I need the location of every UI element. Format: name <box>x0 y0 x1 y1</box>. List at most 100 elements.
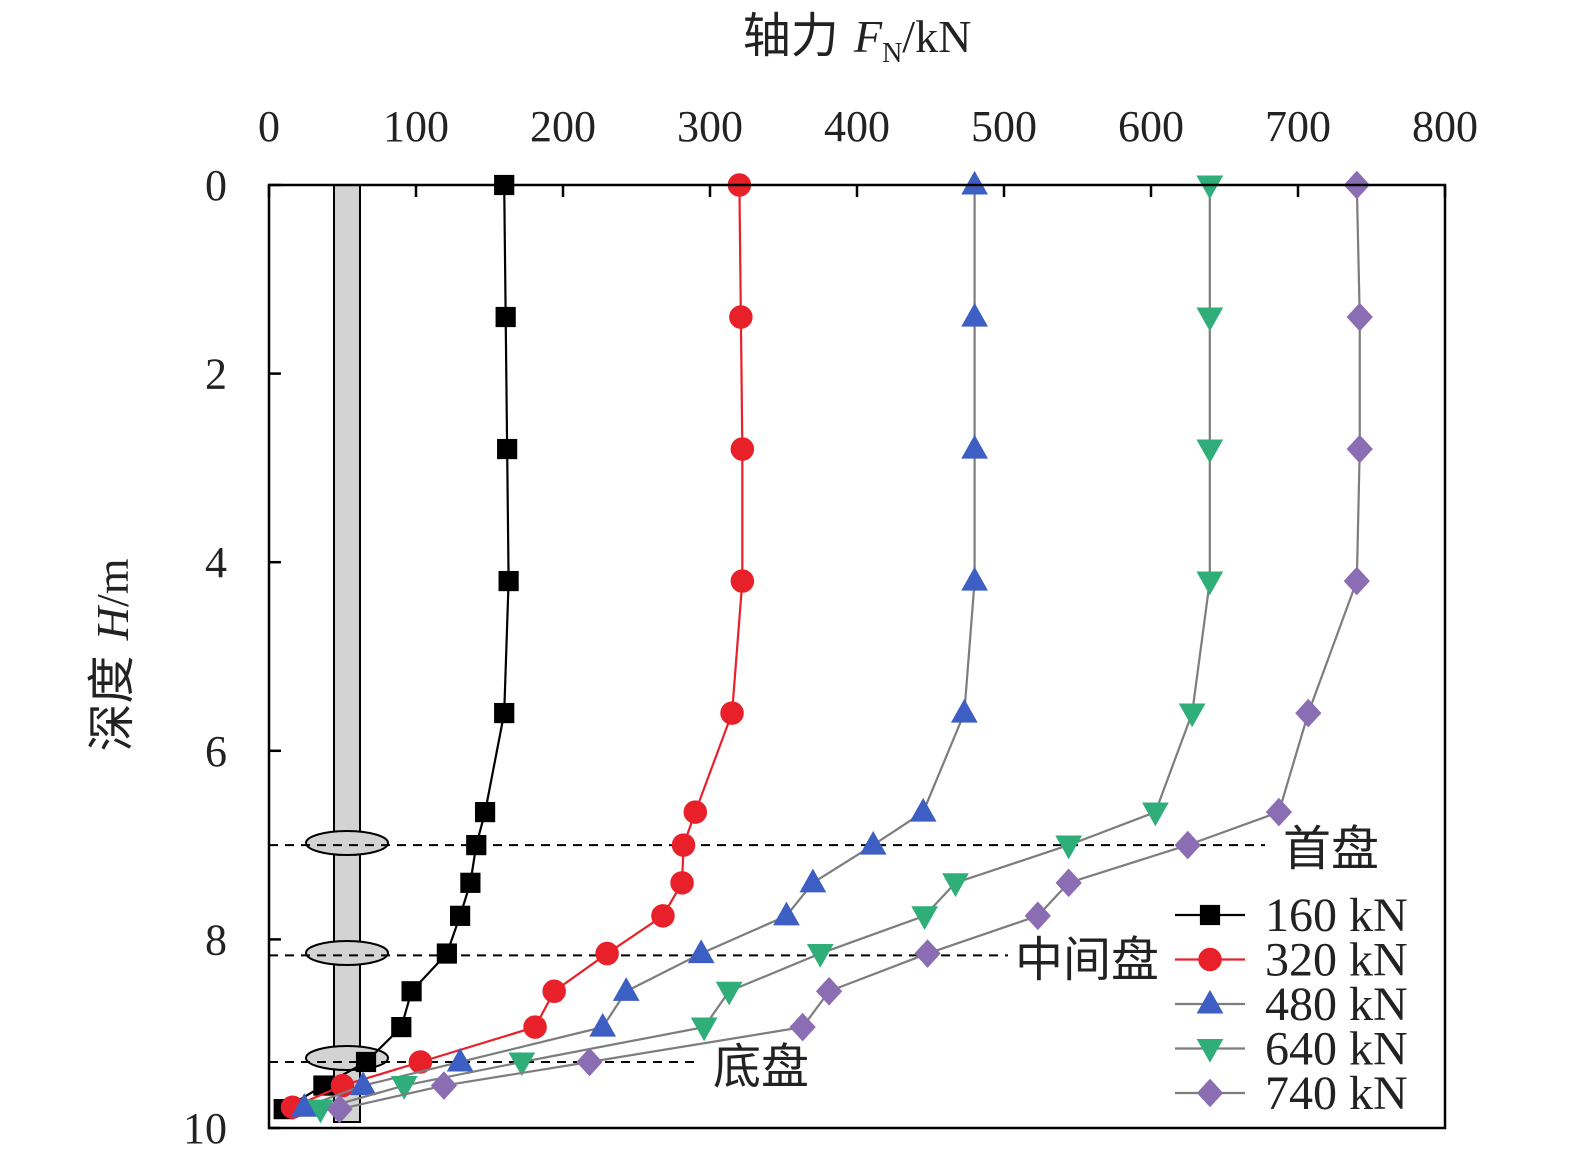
y-tick-label: 2 <box>205 350 227 399</box>
data-point <box>730 569 755 593</box>
data-point <box>815 976 843 1006</box>
y-tick-label: 8 <box>205 915 227 964</box>
x-axis-title-sub: N <box>882 38 902 69</box>
legend-label: 320 kN <box>1265 934 1408 987</box>
data-point <box>720 701 744 725</box>
x-tick-label: 600 <box>1118 102 1184 151</box>
data-point <box>687 939 715 964</box>
data-point <box>773 901 800 926</box>
data-point <box>914 939 941 968</box>
x-tick-label: 400 <box>824 102 890 151</box>
data-point <box>651 904 675 928</box>
data-point <box>1346 434 1373 464</box>
x-axis-ticks: 0 100 200 300 400 500 600 700 800 <box>258 102 1478 197</box>
series-line <box>283 184 510 1111</box>
data-point <box>1196 307 1224 332</box>
data-point <box>450 905 471 926</box>
x-tick-label: 500 <box>971 102 1037 151</box>
data-point <box>542 979 566 1004</box>
annotation-top-plate: 首盘 <box>1283 821 1379 877</box>
data-point <box>446 1047 474 1072</box>
data-point <box>1142 802 1169 827</box>
data-point <box>1295 698 1322 728</box>
data-point <box>436 943 457 964</box>
data-point <box>961 434 988 459</box>
y-tick-label: 10 <box>183 1104 227 1153</box>
data-point <box>498 570 519 592</box>
data-point <box>911 906 939 931</box>
x-axis-title-prefix: 轴力 <box>743 8 854 64</box>
x-tick-label: 100 <box>383 102 449 151</box>
legend-label: 740 kN <box>1265 1067 1408 1120</box>
annotation-middle-plate: 中间盘 <box>1015 932 1159 988</box>
data-point <box>474 801 496 823</box>
y-axis-title-var: H <box>87 604 138 641</box>
legend-marker <box>1196 989 1224 1014</box>
data-point <box>729 305 753 329</box>
x-axis-title-var: F <box>853 11 883 62</box>
legend-label: 480 kN <box>1265 978 1408 1031</box>
data-point <box>789 1012 816 1042</box>
series-0 <box>273 174 519 1120</box>
data-point <box>715 981 743 1006</box>
pile-plate-top <box>305 830 389 856</box>
x-axis-title: 轴力 FN/kN <box>743 8 972 69</box>
data-point <box>355 1051 377 1073</box>
x-tick-label: 0 <box>258 102 280 151</box>
data-point <box>495 306 516 328</box>
data-point <box>1174 830 1201 860</box>
data-point <box>1024 901 1051 931</box>
data-point <box>1346 302 1373 332</box>
data-point <box>671 833 696 857</box>
data-point <box>1055 835 1083 860</box>
x-tick-label: 200 <box>530 102 596 151</box>
data-point <box>670 871 694 895</box>
data-point <box>1055 868 1082 898</box>
data-point <box>508 1052 536 1077</box>
data-point <box>408 1050 433 1074</box>
series-layer <box>273 170 1373 1124</box>
annotation-bottom-plate: 底盘 <box>713 1039 809 1095</box>
data-point <box>391 1016 412 1038</box>
plate-depth-lines <box>269 844 1265 1063</box>
series-1 <box>280 173 755 1120</box>
data-point <box>523 1015 547 1039</box>
data-point <box>730 437 755 461</box>
data-point <box>589 1012 617 1037</box>
data-point <box>576 1047 603 1077</box>
data-point <box>1196 571 1224 596</box>
data-point <box>961 170 988 195</box>
data-point <box>806 943 834 968</box>
data-point <box>859 830 887 855</box>
data-point <box>497 438 518 460</box>
data-point <box>612 977 640 1001</box>
y-axis-title: 深度 H/m <box>84 558 140 751</box>
data-point <box>390 1076 418 1100</box>
series-2 <box>290 170 988 1117</box>
legend-marker <box>1196 1078 1224 1108</box>
x-axis-title-unit: /kN <box>902 11 971 62</box>
data-point <box>460 872 481 893</box>
y-tick-label: 0 <box>205 161 227 210</box>
legend-marker <box>1199 904 1221 926</box>
data-point <box>401 981 422 1002</box>
data-point <box>466 835 487 856</box>
pile-schematic <box>305 184 389 1123</box>
y-tick-label: 4 <box>205 538 227 587</box>
legend-label: 640 kN <box>1265 1023 1408 1076</box>
data-point <box>909 797 937 822</box>
x-tick-label: 700 <box>1265 102 1331 151</box>
data-point <box>307 1099 334 1124</box>
data-point <box>961 302 988 327</box>
y-axis-ticks: 0 2 4 6 8 10 <box>183 161 281 1153</box>
data-point <box>430 1071 458 1100</box>
data-point <box>595 941 619 966</box>
data-point <box>494 702 515 724</box>
data-point <box>1196 439 1224 464</box>
data-point <box>1343 566 1370 596</box>
data-point <box>349 1071 377 1096</box>
legend-marker <box>1196 1038 1224 1063</box>
data-point <box>1196 175 1224 200</box>
